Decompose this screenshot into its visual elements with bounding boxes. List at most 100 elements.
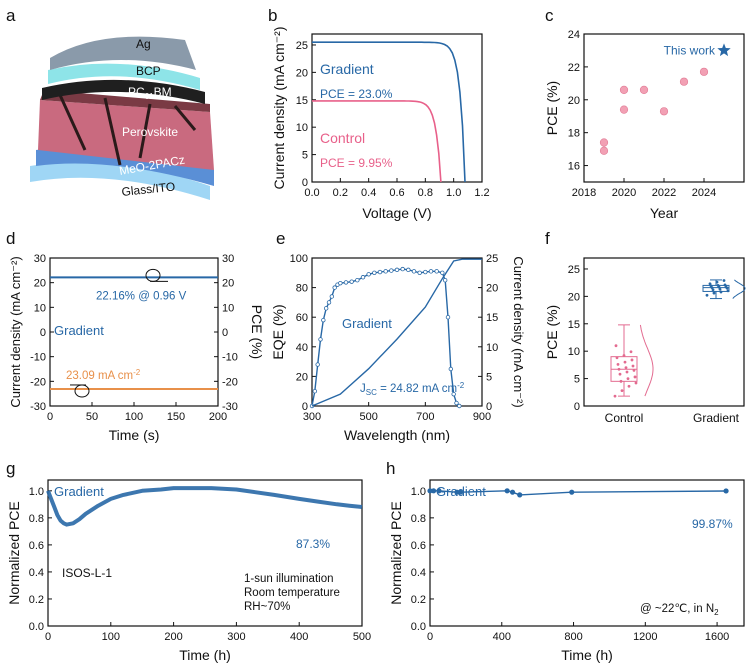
y-axis-label: PCE (%) <box>544 81 560 135</box>
eqe-point <box>428 269 434 274</box>
y-axis-label: Normalized PCE <box>388 501 404 604</box>
y-tick-label: 10 <box>568 346 580 358</box>
y-axis-label: EQE (%) <box>270 304 286 359</box>
layer-bcp-label: BCP <box>136 64 161 78</box>
layer-perovskite <box>38 100 214 170</box>
data-point <box>616 362 620 366</box>
stability-curve <box>430 490 727 496</box>
x-tick-label: 200 <box>164 631 182 643</box>
data-point <box>629 350 633 354</box>
data-point <box>626 377 630 380</box>
y2-tick-label: -30 <box>222 401 238 413</box>
this-work-star <box>717 43 731 57</box>
y-tick-label: 10 <box>34 302 46 314</box>
eqe-point <box>329 294 335 299</box>
condition-label: RH~70% <box>244 601 290 613</box>
series-label: Gradient <box>342 316 392 331</box>
x-axis-label: Wavelength (nm) <box>344 427 450 443</box>
marker-circle <box>145 268 161 282</box>
y2-tick-label: 10 <box>486 342 498 354</box>
y-tick-label: 0.6 <box>411 540 426 552</box>
x-tick-label: 0.4 <box>361 187 376 199</box>
plot-frame <box>47 479 363 627</box>
data-point <box>430 488 437 494</box>
chart-b: 0.0 0.2 0.4 0.6 0.8 1.0 1.2 0 5 10 15 20 25 Voltage (… <box>271 27 490 221</box>
marker-circle <box>74 384 90 398</box>
data-point <box>615 356 619 360</box>
x-axis-label: Time (h) <box>179 647 231 663</box>
data-point <box>620 389 624 393</box>
eqe-point <box>343 280 349 285</box>
series-label: Gradient <box>54 323 104 338</box>
x-axis-label: Voltage (V) <box>362 205 431 221</box>
jsc-label-sub: SC <box>366 388 377 397</box>
condition-label: @ ~22℃, in N2 <box>640 603 719 617</box>
y-axis-label: Current density (mA cm⁻²) <box>271 27 287 190</box>
y-tick-label: 15 <box>296 95 308 107</box>
eqe-point <box>355 278 360 283</box>
legend-control: Control <box>320 130 365 146</box>
y-tick-label: 18 <box>568 128 580 140</box>
eqe-point <box>411 269 417 274</box>
y2-tick-label: 0 <box>222 327 228 339</box>
y-tick-label: 24 <box>568 29 580 41</box>
x-tick-label: 500 <box>353 631 371 643</box>
jv-curve-gradient <box>312 41 466 183</box>
data-point <box>614 344 618 348</box>
y-axis-label: PCE (%) <box>544 305 560 359</box>
condition-sub: 2 <box>714 608 719 617</box>
y2-tick-label: -10 <box>222 352 238 364</box>
y-tick-label: 20 <box>296 67 308 79</box>
y2-axis-label: PCE (%) <box>249 305 265 359</box>
pce-gradient: PCE = 23.0% <box>320 87 393 101</box>
current-label-sup: -2 <box>133 368 141 377</box>
y-tick-label: 0.0 <box>411 621 426 633</box>
eqe-point <box>323 306 329 311</box>
grain-boundaries <box>58 94 197 166</box>
current-label-main: 23.09 mA cm <box>66 370 133 382</box>
eqe-point <box>423 269 428 275</box>
eqe-point <box>406 267 411 273</box>
jsc-label-sup: -2 <box>457 381 465 390</box>
x-tick-label: 100 <box>125 411 143 423</box>
data-point <box>618 372 622 376</box>
x-tick-label: 100 <box>102 631 120 643</box>
data-point <box>627 384 631 388</box>
scatter-point <box>659 107 669 116</box>
violin-curve <box>639 324 654 397</box>
x-tick-label: 500 <box>359 411 377 423</box>
data-point <box>619 379 623 383</box>
this-work-label: This work <box>664 43 716 57</box>
y2-tick-label: 30 <box>222 253 234 265</box>
data-point <box>457 489 464 495</box>
panel-letter-h: h <box>386 459 395 478</box>
eqe-point <box>454 400 459 406</box>
data-point <box>719 290 723 294</box>
y-tick-label: 0.2 <box>29 594 44 606</box>
data-point <box>705 293 709 297</box>
eqe-point <box>377 269 383 275</box>
layer-perovskite-label: Perovskite <box>122 125 178 139</box>
panel-letter-a: a <box>6 6 16 25</box>
eqe-point <box>417 270 422 275</box>
x-tick-label: 2022 <box>652 187 676 199</box>
data-point <box>625 370 629 374</box>
category-label: Gradient <box>693 411 740 425</box>
y-tick-label: 0.2 <box>411 594 426 606</box>
y2-tick-label: 25 <box>486 253 498 265</box>
eqe-point <box>440 270 445 275</box>
x-axis-label: Time (h) <box>561 647 613 663</box>
data-point <box>436 488 442 494</box>
eqe-point <box>383 269 388 274</box>
y-tick-label: 25 <box>568 264 580 276</box>
eqe-point <box>338 280 343 286</box>
x-tick-label: 2018 <box>572 187 596 199</box>
y-axis-label: Current density (mA cm⁻²) <box>8 256 23 407</box>
jsc-label-j: J <box>360 383 366 395</box>
chart-e: 300 500 700 9000204060801000510152025Wavele… <box>270 253 526 443</box>
data-point <box>517 492 523 498</box>
eqe-point <box>445 315 451 320</box>
x-tick-label: 400 <box>493 631 511 643</box>
x-tick-label: 300 <box>227 631 245 643</box>
layer-glass <box>30 161 210 200</box>
